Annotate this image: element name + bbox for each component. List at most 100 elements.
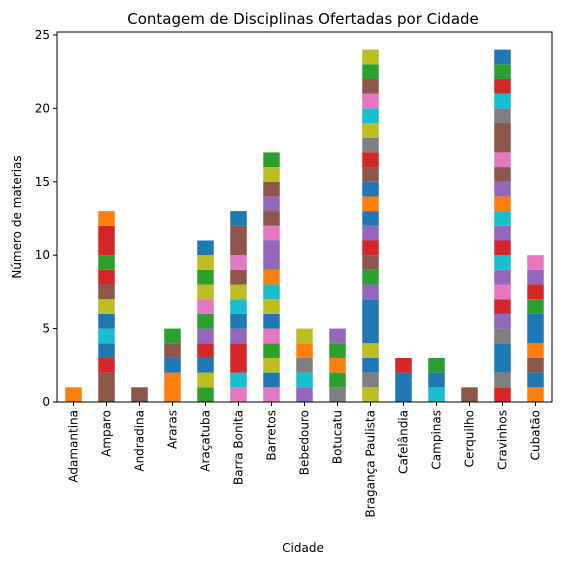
bar-segment xyxy=(395,372,412,402)
bar-segment xyxy=(98,372,115,402)
chart-title: Contagem de Disciplinas Ofertadas por Ci… xyxy=(127,10,479,28)
bar-segment xyxy=(362,299,379,344)
bar-segment xyxy=(230,211,247,226)
bar-segment xyxy=(494,78,511,94)
bar-segment xyxy=(131,387,148,402)
bar-segment xyxy=(230,372,247,388)
bar-segment xyxy=(329,343,346,358)
bar-segment xyxy=(494,225,511,241)
bar-segment xyxy=(164,328,181,344)
bar-segment xyxy=(362,108,379,124)
bar-segment xyxy=(98,328,115,344)
bar-segment xyxy=(362,181,379,197)
bar-segment xyxy=(296,343,313,358)
y-tick-label: 25 xyxy=(35,28,50,42)
bar-segment xyxy=(494,343,511,373)
bar-segment xyxy=(230,255,247,270)
bar-segment xyxy=(98,299,115,314)
bar-segment xyxy=(263,357,280,373)
x-tick-label: Andradina xyxy=(133,410,147,472)
bar-segment xyxy=(527,313,544,344)
bar-segment xyxy=(362,284,379,300)
bar-segment xyxy=(494,255,511,270)
bar-segment xyxy=(494,269,511,285)
bar-segment xyxy=(263,387,280,402)
bar-segment xyxy=(428,387,445,402)
x-tick-label: Botucatu xyxy=(331,410,345,464)
bar-segment xyxy=(329,357,346,373)
bar-segment xyxy=(197,328,214,344)
bar-segment xyxy=(494,123,511,153)
bar-segment xyxy=(230,284,247,300)
bar-segment xyxy=(98,357,115,373)
x-tick-label: Bebedouro xyxy=(298,410,312,475)
bar-segment xyxy=(362,343,379,358)
bar-segment xyxy=(494,181,511,197)
x-tick-label: Cafelândia xyxy=(397,410,411,474)
bar-segment xyxy=(494,372,511,388)
bar-segment xyxy=(494,64,511,79)
bar-segment xyxy=(230,225,247,256)
bar-segment xyxy=(362,255,379,270)
bar-segment xyxy=(494,167,511,182)
bar-segment xyxy=(329,328,346,344)
y-tick-label: 20 xyxy=(35,101,50,115)
bar-segment xyxy=(527,284,544,300)
bar-segment xyxy=(494,240,511,256)
bar-segment xyxy=(362,167,379,182)
x-tick-label: Amparo xyxy=(100,410,114,457)
bar-segment xyxy=(428,372,445,388)
bar-segment xyxy=(164,372,181,402)
bar-segment xyxy=(362,225,379,241)
bar-segment xyxy=(98,313,115,329)
x-tick-label: Araras xyxy=(166,410,180,449)
bar-segment xyxy=(494,299,511,314)
bar-segment xyxy=(263,181,280,197)
bar-segment xyxy=(494,152,511,168)
bar-segment xyxy=(461,387,478,402)
bar-segment xyxy=(362,240,379,256)
bar-segment xyxy=(263,269,280,285)
bar-segment xyxy=(362,387,379,402)
bar-segment xyxy=(494,49,511,65)
bar-segment xyxy=(527,343,544,358)
bar-segment xyxy=(362,211,379,226)
bar-segment xyxy=(362,78,379,94)
bar-segment xyxy=(527,372,544,388)
bar-segment xyxy=(362,49,379,65)
bar-segment xyxy=(494,196,511,212)
bar-segment xyxy=(362,93,379,109)
bar-segment xyxy=(263,152,280,168)
bar-segment xyxy=(98,211,115,226)
y-tick-label: 5 xyxy=(42,322,50,336)
bar-segment xyxy=(494,387,511,402)
x-tick-label: Cravinhos xyxy=(496,410,510,470)
bar-segment xyxy=(263,167,280,182)
bar-segment xyxy=(197,387,214,402)
bar-segment xyxy=(362,372,379,388)
bar-segment xyxy=(197,255,214,270)
bar-segment xyxy=(98,225,115,256)
bar-segment xyxy=(263,299,280,314)
x-tick-label: Adamantina xyxy=(67,410,81,483)
bar-segment xyxy=(494,284,511,300)
bar-segment xyxy=(527,299,544,314)
bar-segment xyxy=(428,357,445,373)
bar-segment xyxy=(329,387,346,402)
bar-segment xyxy=(263,211,280,226)
bar-segment xyxy=(362,196,379,212)
bar-segment xyxy=(164,343,181,358)
bar-segment xyxy=(263,343,280,358)
bar-segment xyxy=(65,387,82,402)
bar-segment xyxy=(527,387,544,402)
bar-segment xyxy=(494,108,511,124)
bar-segment xyxy=(197,313,214,329)
bar-segment xyxy=(296,387,313,402)
bar-segment xyxy=(494,328,511,344)
y-tick-label: 10 xyxy=(35,248,50,262)
x-tick-label: Bragança Paulista xyxy=(364,410,378,518)
bar-segment xyxy=(362,123,379,138)
bar-segment xyxy=(362,64,379,79)
x-tick-label: Araçatuba xyxy=(199,410,213,472)
